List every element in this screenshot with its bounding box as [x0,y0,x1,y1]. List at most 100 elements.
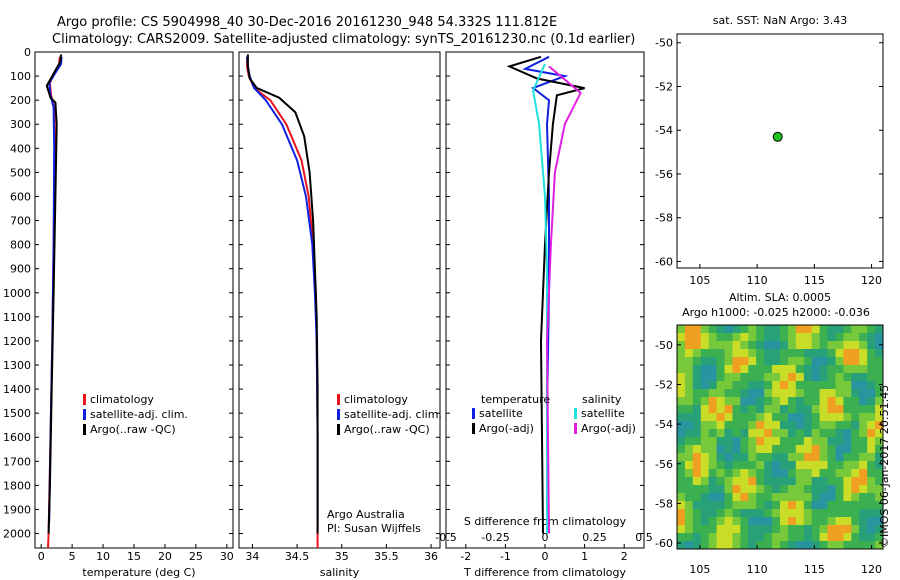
sla-cell [827,365,836,374]
sla-cell [724,397,733,406]
salinity-annotation-pi: PI: Susan Wijffels [327,522,421,535]
sla-cell [756,341,765,350]
sla-cell [819,373,828,382]
sla-cell [772,469,781,478]
sla-cell [851,405,860,414]
sla-cell [700,381,710,390]
sla-cell [787,501,797,510]
salinity-legend-2-swatch [337,424,340,435]
sla-cell [700,429,710,438]
sla-cell [708,405,718,414]
sla-cell [780,333,789,342]
sla-cell [677,541,686,550]
sla-cell [716,509,725,518]
sla-cell [867,349,876,358]
sla-cell [835,437,844,446]
difference-s-axis-label: S difference from climatology [464,515,627,528]
sla-cell [867,469,876,478]
salinity-annotation-institution: Argo Australia [327,508,405,521]
sla-cell [708,493,718,502]
sla-cell [684,541,694,550]
sla-cell [684,397,694,406]
sla-cell [740,477,749,486]
sla-cell [835,325,844,334]
sla-cell [684,325,694,334]
sla-cell [724,325,733,334]
sla-cell [819,445,828,454]
sla-cell [692,461,702,470]
sla-cell [756,389,765,398]
sla-cell [700,485,710,494]
sla-cell [677,405,686,414]
sla-cell [843,381,852,390]
sla-cell [811,517,821,526]
sla-cell [724,453,733,462]
sla-cell [819,541,828,550]
sla-cell [700,533,710,542]
sla-cell [811,397,821,406]
sla-cell [827,477,836,486]
sla-cell [835,461,844,470]
sla-cell [827,509,836,518]
sla-cell [708,357,718,366]
sla-cell [764,493,773,502]
sla-cell [851,461,860,470]
sla-cell [716,373,725,382]
sla-cell [875,421,884,430]
sla-cell [819,517,828,526]
sla-cell [716,405,725,414]
sla-cell [700,389,710,398]
sla-cell [748,469,757,478]
difference-series-s-satellite [532,63,548,534]
sla-cell [867,429,876,438]
sla-cell [740,509,749,518]
sla-cell [748,341,757,350]
sla-cell [867,357,876,366]
sla-cell [787,509,797,518]
sla-cell [724,525,733,534]
sla-cell [851,349,860,358]
sla-cell [684,349,694,358]
depth-ytick-label: 200 [10,94,31,107]
sla-cell [692,365,702,374]
sla-cell [819,525,828,534]
sla-cell [859,501,868,510]
sla-cell [811,381,821,390]
sla-cell [843,389,852,398]
sla-cell [780,461,789,470]
difference-legend-s-title: salinity [582,393,622,406]
sla-cell [724,405,733,414]
sla-cell [867,365,876,374]
sla-cell [684,389,694,398]
sla-cell [716,501,725,510]
temperature-legend-1-swatch [83,409,86,420]
sla-cell [827,357,836,366]
sla-cell [772,413,781,422]
location-map-ytick-label: -54 [655,124,673,137]
sla-cell [677,389,686,398]
sla-cell [780,373,789,382]
sla-cell [732,349,741,358]
sla-cell [795,333,805,342]
sla-cell [867,325,876,334]
sla-cell [851,341,860,350]
sla-cell [835,349,844,358]
sla-cell [835,453,844,462]
sla-cell [803,357,813,366]
sla-cell [787,429,797,438]
sla-cell [764,421,773,430]
sla-cell [756,373,765,382]
sla-cell [875,469,884,478]
sla-cell [827,453,836,462]
sla-cell [740,381,749,390]
sla-cell [787,533,797,542]
difference-legend-s-argo-swatch [574,423,577,434]
sla-cell [684,405,694,414]
sla-cell [740,533,749,542]
sla-cell [780,501,789,510]
sla-cell [684,381,694,390]
sla-cell [851,437,860,446]
sla-cell [803,525,813,534]
location-map-xtick-label: 110 [747,274,768,287]
sla-cell [772,389,781,398]
